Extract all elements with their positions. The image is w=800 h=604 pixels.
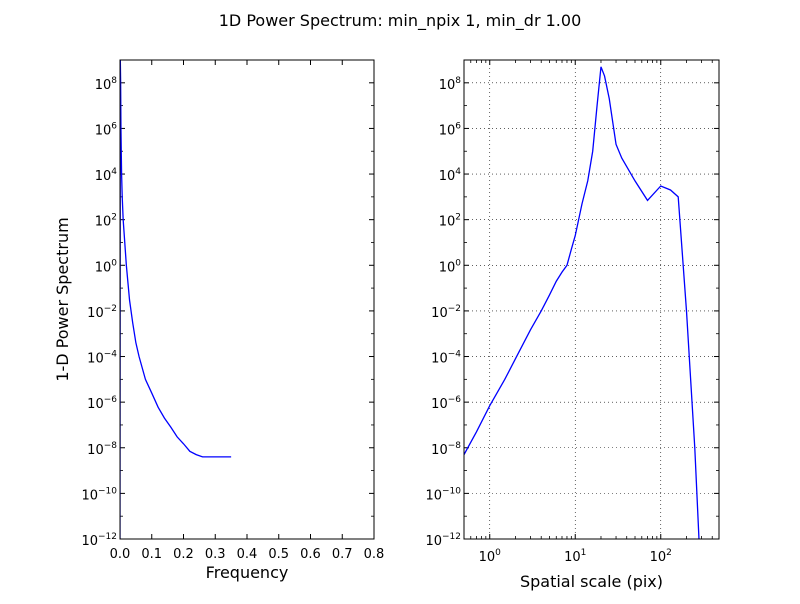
- y-axis-label: 1-D Power Spectrum: [53, 217, 72, 381]
- y-tick-label: 106: [439, 121, 462, 138]
- y-tick-label: 10−2: [431, 304, 461, 321]
- y-tick-label: 10−4: [87, 350, 117, 367]
- x-tick-label: 0.7: [332, 547, 353, 562]
- y-tick-label: 10−12: [425, 532, 461, 549]
- x-axis-label: Spatial scale (pix): [520, 572, 663, 591]
- spectrum-line: [120, 60, 232, 539]
- y-tick-label: 106: [95, 121, 118, 138]
- y-tick-label: 10−10: [81, 486, 117, 503]
- left-axes: 10−12 10−10 10−8 10−6 10−4 10−2 100 102 104 106 10…: [53, 59, 385, 582]
- y-tick-label: 10−6: [431, 395, 461, 412]
- axes-frame: [119, 59, 375, 540]
- figure-title: 1D Power Spectrum: min_npix 1, min_dr 1.…: [219, 11, 582, 31]
- x-tick-label: 0.4: [237, 547, 258, 562]
- y-tick-label: 10−2: [87, 304, 117, 321]
- y-tick-label: 104: [439, 167, 462, 184]
- x-axis-label: Frequency: [206, 563, 289, 582]
- y-tick-label: 10−6: [87, 395, 117, 412]
- x-tick-label: 0.5: [268, 547, 289, 562]
- x-tick-label: 0.8: [364, 547, 385, 562]
- x-tick-label: 102: [650, 548, 672, 565]
- y-tick-label: 102: [95, 213, 117, 230]
- y-tick-label: 108: [439, 76, 462, 93]
- y-tick-label: 102: [439, 213, 461, 230]
- x-tick-label: 0.0: [110, 547, 131, 562]
- right-axes: 10−12 10−10 10−8 10−6 10−4 10−2 100 102 104 106 10…: [425, 59, 720, 591]
- y-tick-label: 10−4: [431, 350, 461, 367]
- x-tick-label: 101: [564, 548, 586, 565]
- x-tick-label: 0.2: [173, 547, 194, 562]
- x-tick-label: 0.1: [141, 547, 162, 562]
- y-tick-label: 104: [95, 167, 118, 184]
- y-tick-label: 100: [439, 258, 462, 275]
- y-tick-label: 10−12: [81, 532, 117, 549]
- axes-frame: [463, 59, 720, 540]
- y-tick-label: 100: [95, 258, 118, 275]
- y-tick-label: 10−10: [425, 486, 461, 503]
- y-tick-label: 108: [95, 76, 118, 93]
- x-tick-label: 100: [479, 548, 502, 565]
- y-tick-label: 10−8: [87, 441, 117, 458]
- x-tick-label: 0.6: [300, 547, 321, 562]
- x-tick-label: 0.3: [205, 547, 226, 562]
- spectrum-line: [464, 66, 700, 539]
- y-tick-label: 10−8: [431, 441, 461, 458]
